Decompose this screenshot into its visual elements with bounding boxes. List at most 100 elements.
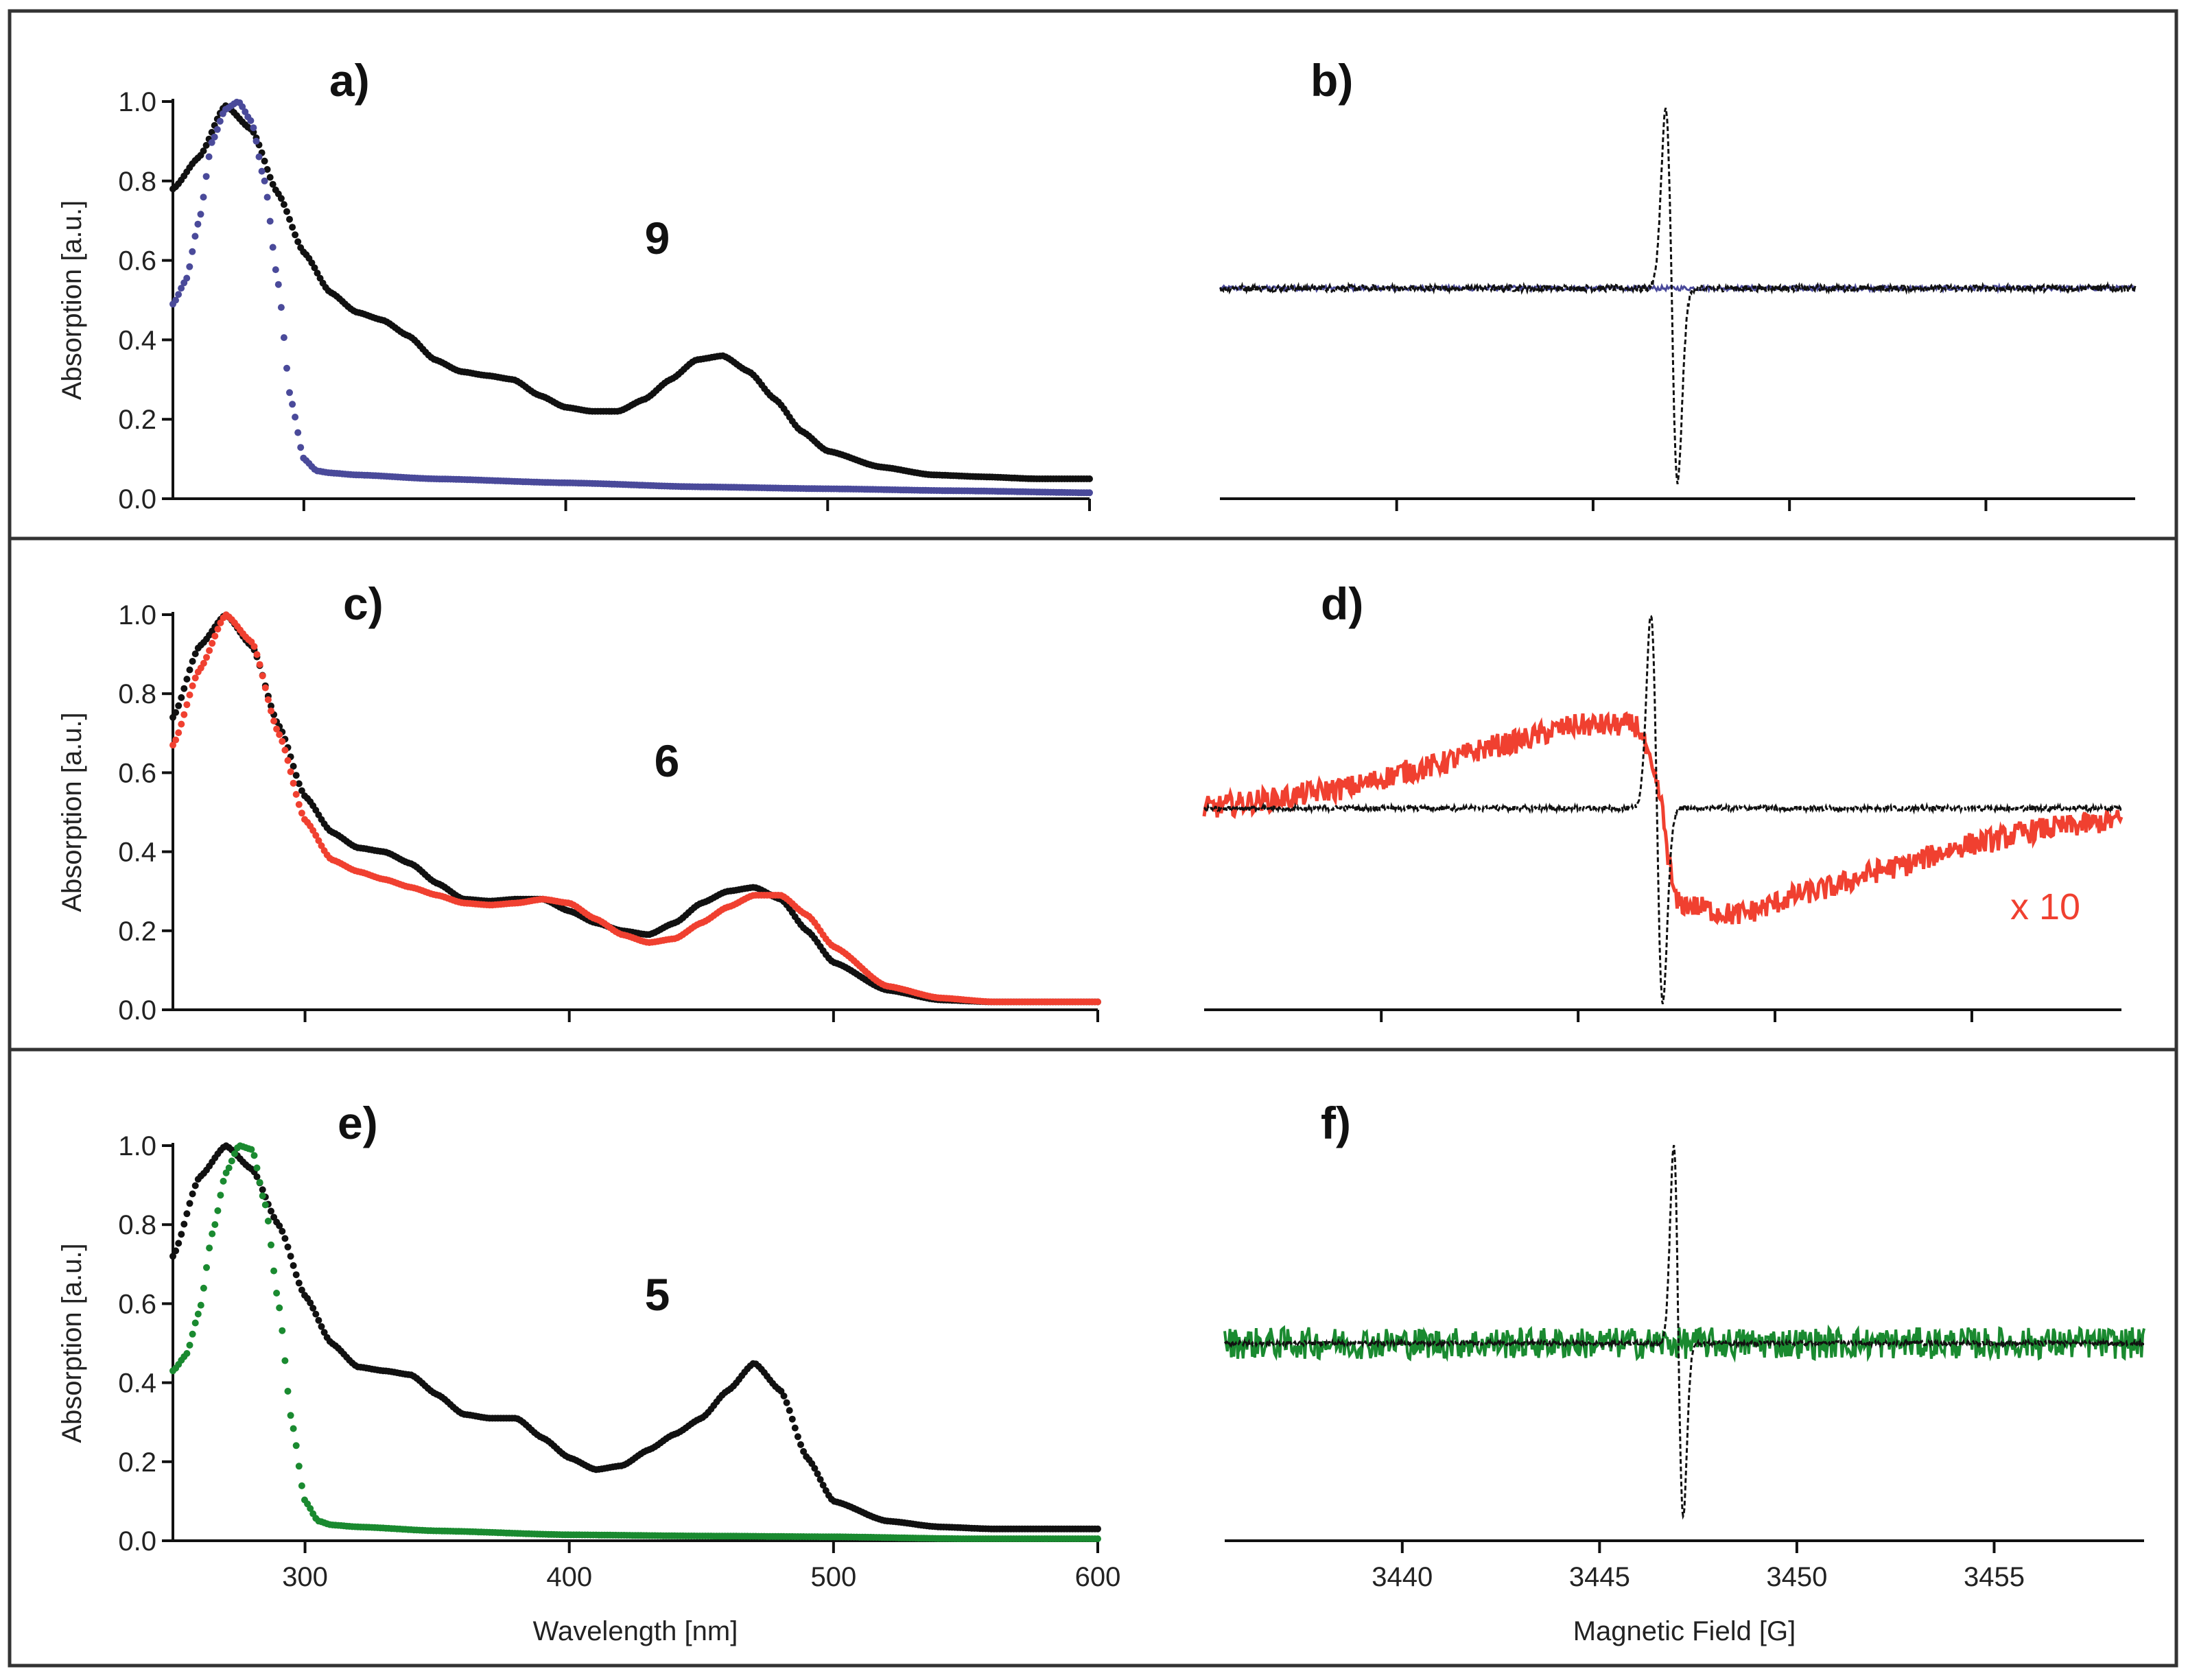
data-point (272, 266, 279, 274)
panel-label: b) (1310, 55, 1353, 106)
x-tick-label: 400 (546, 1562, 592, 1592)
data-point (294, 238, 302, 246)
data-point (191, 233, 199, 240)
data-point (298, 809, 305, 817)
data-point (292, 231, 299, 239)
data-point (186, 1200, 193, 1207)
data-point (208, 139, 215, 146)
data-point (258, 167, 266, 175)
spectrum-line (1203, 615, 2122, 1004)
data-point (180, 711, 188, 718)
data-point (231, 1150, 238, 1157)
data-point (292, 414, 299, 421)
data-point (287, 1253, 294, 1260)
data-point (276, 1304, 283, 1312)
data-point (247, 117, 255, 124)
y-tick-label: 0.0 (118, 1526, 156, 1557)
data-point (255, 153, 263, 161)
data-point (289, 401, 296, 408)
data-point (197, 211, 204, 218)
data-point (256, 661, 263, 668)
data-point (189, 248, 196, 255)
data-point (220, 1177, 227, 1185)
data-point (203, 1264, 210, 1271)
data-point (1094, 1525, 1101, 1533)
x-tick-label: 600 (1075, 1562, 1121, 1592)
data-point (189, 1190, 196, 1198)
data-point (172, 709, 180, 716)
data-point (191, 1182, 199, 1190)
series-blue (169, 98, 1093, 497)
data-point (180, 685, 188, 692)
data-point (264, 1218, 272, 1224)
data-point (277, 304, 285, 311)
data-point (311, 264, 318, 272)
data-point (279, 737, 286, 745)
data-point (261, 177, 268, 185)
data-point (269, 244, 277, 251)
data-point (284, 1388, 292, 1395)
compound-label: 9 (645, 213, 670, 263)
data-point (315, 1316, 322, 1324)
panel-c: c) 0.0 0.2 0.4 0.6 0.8 1.0 Absorption [a.u.] 6 (57, 578, 1101, 1026)
data-point (290, 779, 297, 787)
data-point (259, 1192, 266, 1200)
data-point (211, 632, 219, 640)
data-point (200, 147, 207, 154)
data-point (287, 768, 294, 775)
data-point (194, 220, 202, 228)
data-point (1094, 1535, 1101, 1543)
data-point (791, 1424, 799, 1432)
data-point (312, 1310, 320, 1318)
y-axis-title: Absorption [a.u.] (57, 712, 87, 912)
data-point (298, 787, 305, 794)
data-point (186, 263, 193, 270)
data-point (280, 334, 287, 342)
annotation-x10: x 10 (2010, 886, 2080, 927)
data-point (284, 1243, 292, 1251)
y-tick-label: 0.2 (118, 1447, 156, 1478)
series-green-noise (1223, 1324, 2145, 1363)
data-point (197, 1301, 204, 1309)
data-point (178, 694, 185, 701)
data-point (284, 757, 292, 764)
data-point (252, 137, 260, 145)
y-axis-title: Absorption [a.u.] (57, 200, 87, 400)
x-tick-label: 3450 (1766, 1562, 1827, 1592)
data-point (169, 1253, 176, 1260)
data-point (1086, 489, 1093, 497)
data-point (178, 285, 185, 292)
data-point (175, 729, 183, 737)
x-axis-title: Wavelength [nm] (533, 1616, 738, 1646)
data-point (189, 682, 196, 689)
data-point (307, 1505, 314, 1512)
data-point (266, 217, 274, 225)
data-point (178, 1231, 185, 1238)
data-point (290, 763, 297, 770)
y-axis-title: Absorption [a.u.] (57, 1243, 87, 1443)
data-point (178, 720, 185, 728)
series-black (169, 102, 1093, 482)
data-point (279, 1227, 286, 1235)
y-tick-label: 0.2 (118, 916, 156, 947)
data-point (268, 702, 274, 710)
data-point (786, 1407, 793, 1415)
data-point (318, 1323, 325, 1330)
spectrum-line (1202, 711, 2124, 925)
data-point (239, 103, 246, 110)
data-point (281, 1235, 289, 1242)
data-point (186, 666, 193, 674)
y-tick-label: 0.4 (118, 838, 156, 868)
spectrum-line (1223, 1145, 2144, 1520)
data-point (175, 702, 183, 709)
data-point (273, 1290, 281, 1297)
data-point (186, 1341, 193, 1349)
data-point (172, 736, 180, 744)
series-red (169, 611, 1101, 1006)
data-point (205, 153, 213, 161)
data-point (274, 281, 282, 288)
data-point (261, 157, 268, 165)
data-point (248, 1146, 255, 1153)
data-point (780, 1393, 788, 1399)
